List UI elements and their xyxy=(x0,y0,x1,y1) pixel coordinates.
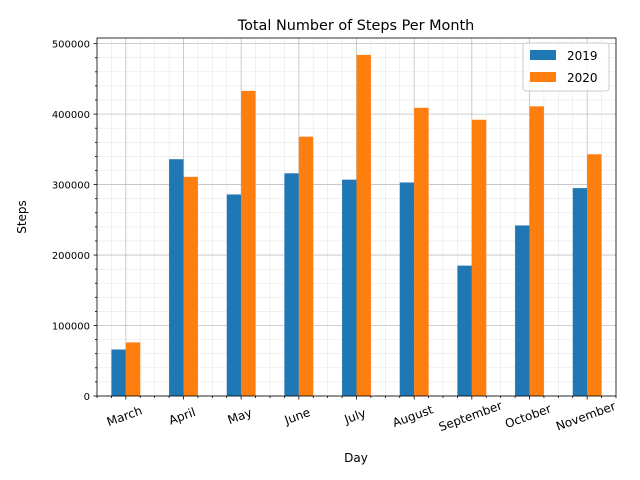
bar-2020-march xyxy=(125,342,141,396)
y-tick-label: 500000 xyxy=(52,40,90,51)
bar-2019-october xyxy=(515,225,530,396)
legend-label-2019: 2019 xyxy=(567,49,598,63)
bar-2020-june xyxy=(298,136,314,396)
y-tick-label: 200000 xyxy=(52,251,90,262)
bar-2019-july xyxy=(342,179,357,396)
bar-2020-october xyxy=(529,106,544,396)
bar-2020-may xyxy=(241,90,256,396)
bar-2019-september xyxy=(457,265,472,396)
bar-2019-april xyxy=(169,159,184,396)
legend-swatch-2019 xyxy=(530,50,556,60)
bar-2020-april xyxy=(183,176,198,396)
bar-2020-september xyxy=(471,119,487,396)
bar-2019-may xyxy=(226,194,242,396)
bar-2019-june xyxy=(284,173,299,396)
bar-2020-november xyxy=(587,154,602,396)
bar-2020-july xyxy=(356,54,371,396)
bar-2019-november xyxy=(572,188,588,396)
y-tick-label: 400000 xyxy=(52,110,90,121)
bar-2019-august xyxy=(399,182,415,396)
bar-2019-march xyxy=(111,349,126,396)
y-axis: 0 100000 200000 300000 400000 500000 xyxy=(52,40,97,403)
bars xyxy=(111,54,602,397)
chart-title: Total Number of Steps Per Month xyxy=(237,18,474,34)
y-tick-label: 300000 xyxy=(52,181,90,192)
legend-label-2020: 2020 xyxy=(567,71,598,85)
bar-2020-august xyxy=(414,107,429,397)
y-axis-label: Steps xyxy=(15,200,29,234)
x-axis-label: Day xyxy=(344,451,368,465)
legend-swatch-2020 xyxy=(530,72,556,82)
y-tick-label: 0 xyxy=(84,392,90,403)
legend: 2019 2020 xyxy=(522,42,610,92)
y-tick-label: 100000 xyxy=(52,322,90,333)
